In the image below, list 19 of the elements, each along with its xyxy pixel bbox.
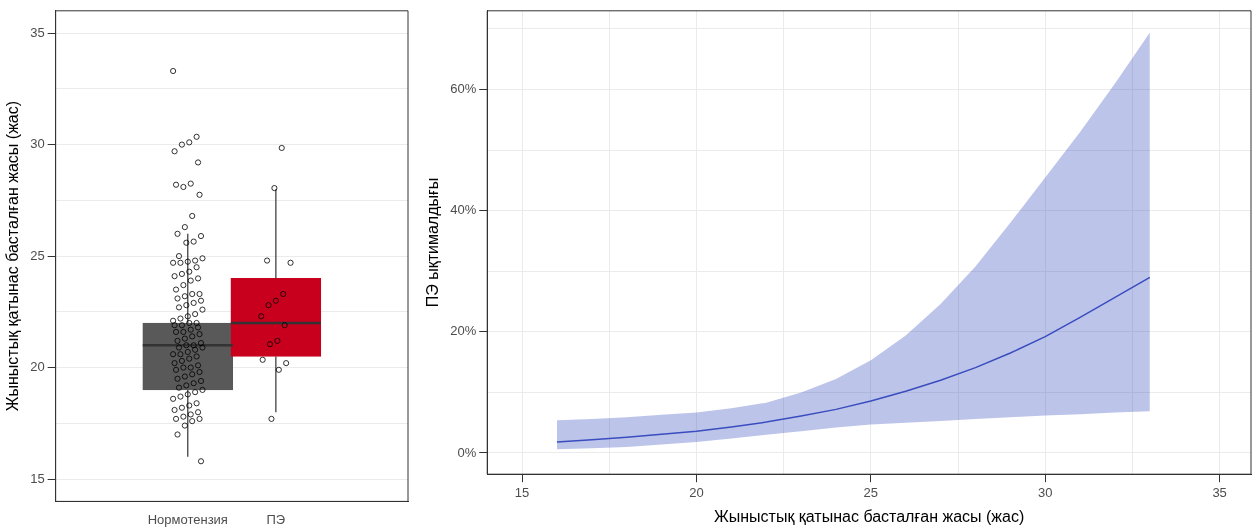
y-tick-label: 20 — [30, 359, 45, 375]
x-tick-label: 20 — [689, 484, 704, 500]
y-tick-label: 35 — [30, 24, 45, 40]
x-axis-title: Жыныстық қатынас басталған жасы (жас) — [713, 507, 1025, 525]
y-axis-title: ПЭ ықтималдығы — [424, 177, 442, 308]
y-tick-label: 0% — [457, 444, 477, 460]
y-tick-label: 20% — [450, 323, 477, 339]
x-tick-label: Нормотензия — [147, 511, 228, 527]
y-tick-label: 15 — [30, 470, 45, 486]
x-tick-label: 30 — [1038, 484, 1053, 500]
y-tick-label: 40% — [450, 202, 477, 218]
x-tick-label: 35 — [1212, 484, 1227, 500]
x-tick-label: 25 — [863, 484, 879, 500]
x-tick-label: ПЭ — [266, 511, 286, 527]
x-tick-label: 15 — [514, 484, 530, 500]
y-tick-label: 60% — [450, 81, 477, 97]
y-tick-label: 25 — [30, 247, 45, 263]
y-axis-title: Жыныстық қатынас басталған жасы (жас) — [4, 100, 22, 412]
y-tick-label: 30 — [30, 136, 45, 152]
